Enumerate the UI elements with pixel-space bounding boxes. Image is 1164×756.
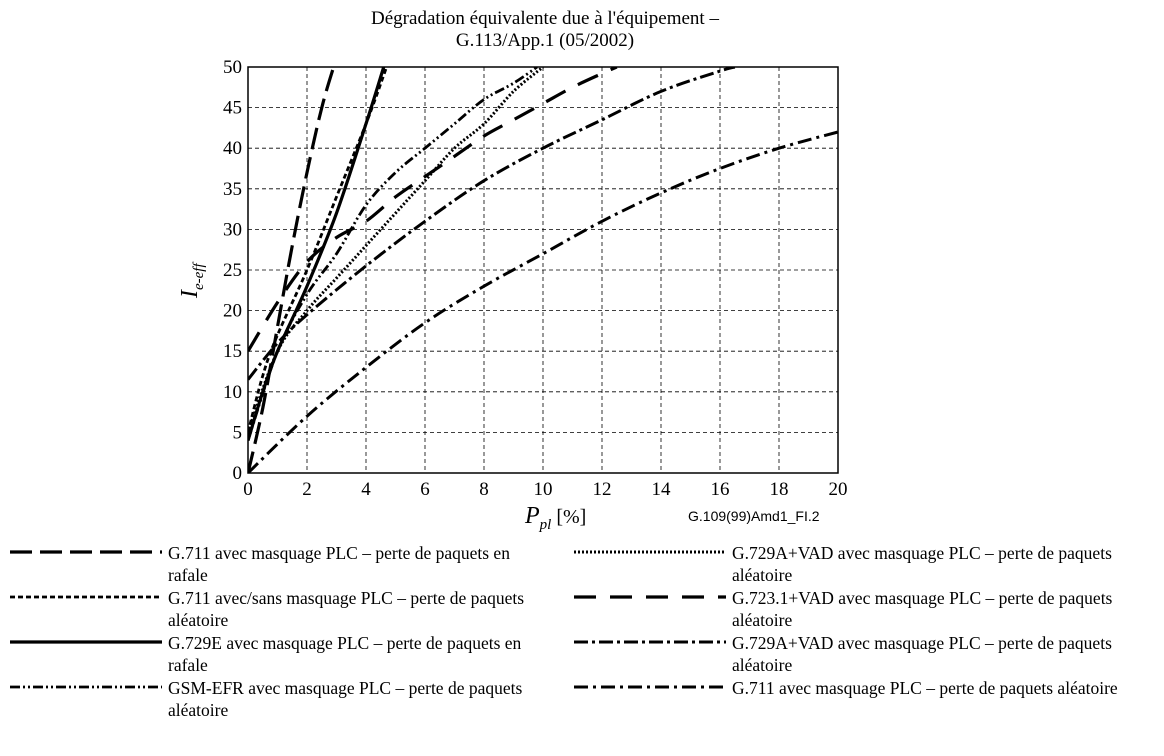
x-tick-label: 4	[361, 479, 371, 500]
series-line-5	[248, 67, 544, 433]
plot-area: 0 2 4 6 8 10 12 14 16 18 20 0 5 10 15 20 25 30 35 40 45 50	[223, 57, 848, 500]
legend-label: G.729A+VAD avec masquage PLC – perte de …	[732, 543, 1112, 585]
legend-swatch	[574, 595, 726, 599]
y-tick-label: 25	[223, 260, 242, 281]
y-tick-label: 10	[223, 382, 242, 403]
legend-swatch	[574, 685, 726, 689]
legend-item: G.729A+VAD avec masquage PLC – perte de …	[572, 632, 1157, 676]
legend-item: G.711 avec masquage PLC – perte de paque…	[572, 677, 1157, 699]
x-tick-label: 6	[420, 479, 430, 500]
chart-title: Dégradation équivalente due à l'équipeme…	[371, 8, 719, 29]
y-tick-label: 50	[223, 57, 242, 78]
legend-item: GSM-EFR avec masquage PLC – perte de paq…	[8, 677, 553, 721]
series-group	[248, 67, 838, 473]
figure-id: G.109(99)Amd1_FI.2	[688, 508, 820, 524]
y-tick-label: 20	[223, 301, 242, 322]
x-tick-label: 0	[243, 479, 253, 500]
y-tick-label: 40	[223, 138, 242, 159]
y-axis-label: Ie-eff	[177, 262, 207, 299]
x-tick-label: 18	[770, 479, 789, 500]
legend-swatch	[10, 595, 162, 599]
legend-label: G.711 avec/sans masquage PLC – perte de …	[168, 588, 525, 630]
x-tick-label: 14	[652, 479, 672, 500]
legend-item: G.729A+VAD avec masquage PLC – perte de …	[572, 542, 1157, 586]
legend-item: G.711 avec/sans masquage PLC – perte de …	[8, 587, 553, 631]
x-tick-label: 8	[479, 479, 489, 500]
legend-label: GSM-EFR avec masquage PLC – perte de paq…	[168, 678, 523, 720]
legend-item: G.723.1+VAD avec masquage PLC – perte de…	[572, 587, 1157, 631]
y-tick-label: 30	[223, 219, 242, 240]
legend-swatch	[574, 550, 726, 554]
legend-item: G.711 avec masquage PLC – perte de paque…	[8, 542, 553, 586]
legend-item: G.729E avec masquage PLC – perte de paqu…	[8, 632, 553, 676]
legend-label: G.729E avec masquage PLC – perte de paqu…	[168, 633, 522, 675]
legend-swatch	[10, 685, 162, 689]
legend-label: G.711 avec masquage PLC – perte de paque…	[168, 543, 510, 585]
x-axis-label: Ppl [%]	[524, 503, 586, 533]
series-line-4	[248, 67, 538, 441]
x-tick-label: 20	[829, 479, 848, 500]
series-line-8	[248, 130, 838, 473]
series-line-7	[248, 67, 736, 381]
series-line-1	[248, 67, 336, 473]
y-tick-label: 5	[233, 422, 243, 443]
legend-swatch	[10, 550, 162, 554]
y-tick-label: 35	[223, 179, 242, 200]
y-tick-label: 45	[223, 98, 242, 119]
x-tick-label: 12	[593, 479, 612, 500]
legend-swatch	[574, 640, 726, 644]
legend-label: G.723.1+VAD avec masquage PLC – perte de…	[732, 588, 1113, 630]
x-tick-label: 2	[302, 479, 312, 500]
legend-swatch	[10, 640, 162, 644]
y-tick-label: 0	[233, 463, 243, 484]
legend-label: G.711 avec masquage PLC – perte de paque…	[732, 678, 1118, 698]
series-line-6	[248, 67, 618, 353]
y-tick-label: 15	[223, 341, 242, 362]
x-tick-label: 10	[534, 479, 553, 500]
x-tick-label: 16	[711, 479, 730, 500]
legend-label: G.729A+VAD avec masquage PLC – perte de …	[732, 633, 1112, 675]
chart-subtitle: G.113/App.1 (05/2002)	[455, 30, 635, 51]
